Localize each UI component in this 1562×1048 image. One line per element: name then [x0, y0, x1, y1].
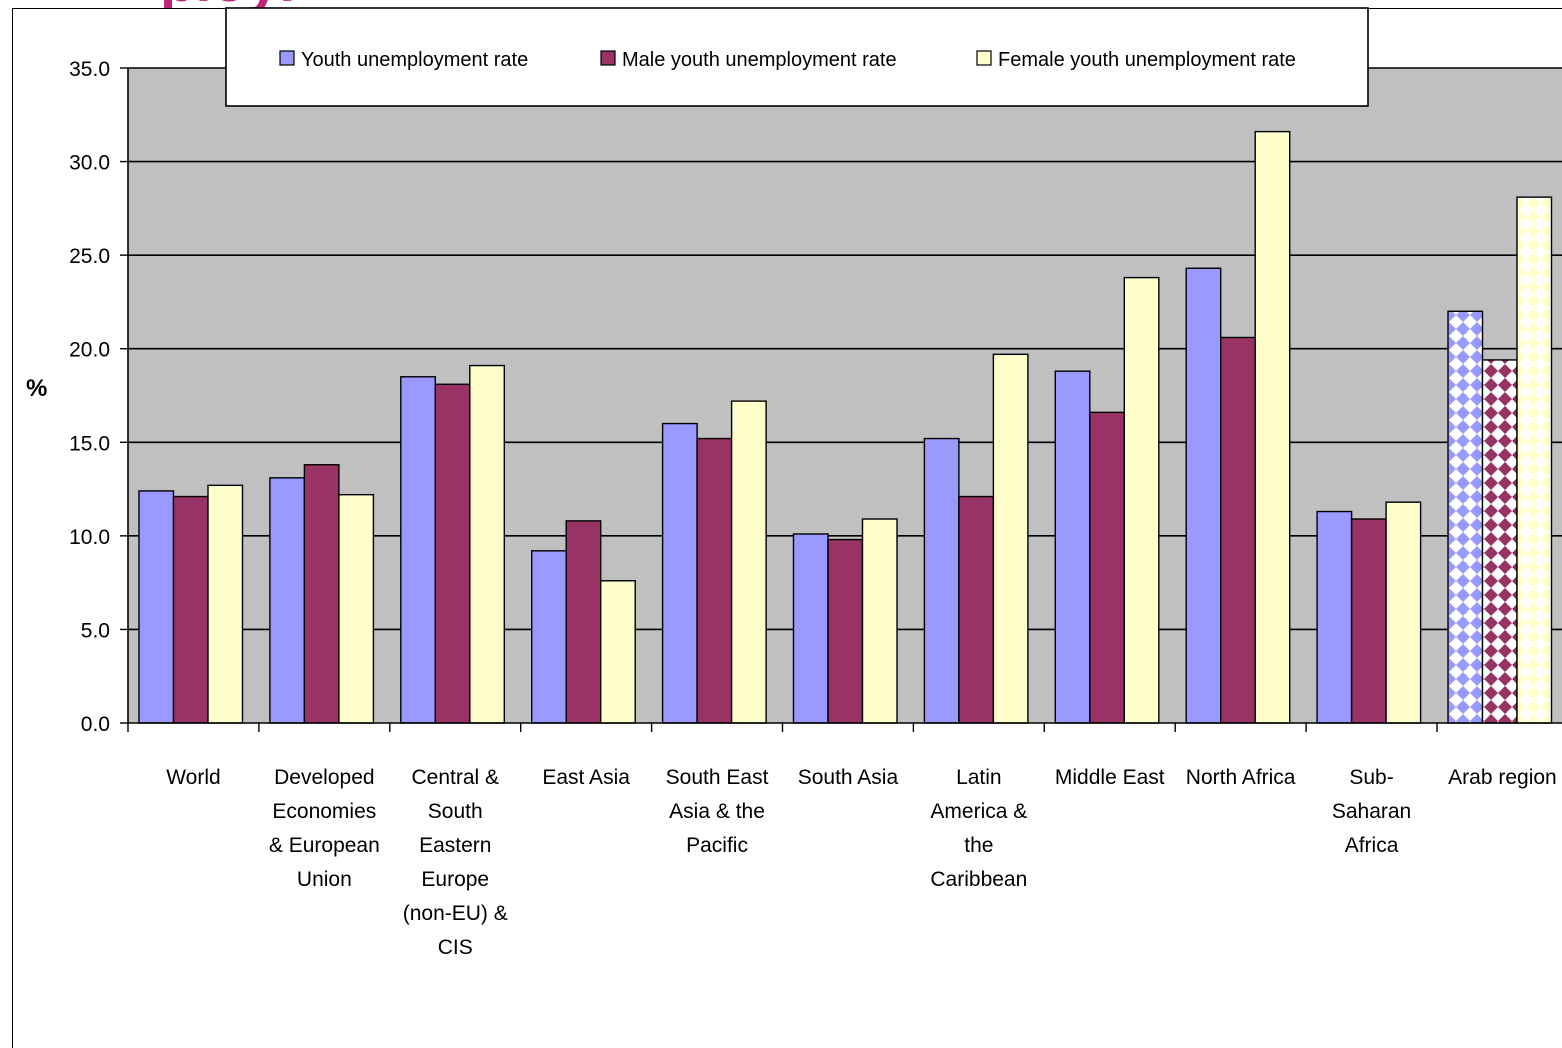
category-label: South East Asia & the Pacific [666, 766, 769, 857]
axes [127, 68, 1562, 732]
category-label-line: Africa [1345, 834, 1399, 857]
category-label: Sub- Saharan Africa [1332, 766, 1411, 857]
category-label-line: Asia & the [669, 800, 765, 823]
title-fragment: ployi [160, 0, 400, 8]
legend-swatch [279, 50, 295, 66]
category-label: Developed Economies & European Union [269, 766, 380, 891]
category-label-line: Europe [421, 868, 489, 891]
category-label: South Asia [798, 766, 899, 789]
y-tick-label: 5.0 [81, 619, 110, 642]
category-label: Middle East [1055, 766, 1165, 789]
category-label-line: Developed [274, 766, 374, 789]
y-tick-label: 20.0 [69, 339, 110, 362]
bar [138, 490, 175, 724]
category-label-line: North Africa [1186, 766, 1296, 789]
bar [861, 518, 898, 724]
category-label: East Asia [542, 766, 630, 789]
bar [469, 364, 505, 724]
category-label-line: Pacific [686, 834, 748, 857]
bar [958, 495, 995, 724]
bar [827, 538, 864, 724]
bar [600, 580, 636, 724]
bar [565, 520, 602, 724]
bar [696, 437, 733, 724]
bar [434, 383, 471, 724]
category-label: Arab region [1448, 766, 1557, 789]
category-label: North Africa [1186, 766, 1296, 789]
y-tick-label: 30.0 [69, 152, 110, 175]
bar [1481, 359, 1518, 724]
bar [1316, 510, 1353, 724]
category-label-line: Union [297, 868, 352, 891]
bar [1219, 336, 1256, 724]
category-label-line: America & [930, 800, 1027, 823]
bar [1447, 310, 1484, 724]
y-tick-label: 35.0 [69, 58, 110, 81]
bar [269, 477, 306, 724]
category-label-line: East Asia [542, 766, 630, 789]
category-label-line: World [166, 766, 220, 789]
category-label-line: Central & [411, 766, 499, 789]
bar [661, 422, 698, 724]
category-label-line: Caribbean [930, 868, 1027, 891]
bar [1054, 370, 1091, 724]
bar [1516, 196, 1553, 724]
category-label-line: (non-EU) & [403, 902, 508, 925]
y-tick-labels: 0.0 5.0 10.0 15.0 20.0 25.0 30.0 35.0 [69, 58, 110, 736]
bar [303, 464, 340, 724]
legend-label: Youth unemployment rate [301, 49, 528, 71]
y-tick-label: 15.0 [69, 432, 110, 455]
bar [792, 533, 829, 724]
legend: Youth unemployment rate Male youth unempl… [225, 7, 1369, 107]
category-label: Central & South Eastern Europe (non-EU) & CIS [403, 766, 508, 959]
bar [1254, 130, 1291, 724]
bar [172, 495, 209, 724]
bars [138, 130, 1553, 724]
category-label-line: Middle East [1055, 766, 1165, 789]
y-tick-label: 25.0 [69, 245, 110, 268]
category-label-line: Latin [956, 766, 1002, 789]
category-label-line: Eastern [419, 834, 491, 857]
category-label-line: South [428, 800, 483, 823]
bar [207, 484, 244, 724]
bar [400, 376, 436, 724]
category-label-line: the [964, 834, 993, 857]
category-label-line: South Asia [798, 766, 899, 789]
bar [1185, 267, 1222, 724]
category-label-line: & European [269, 834, 380, 857]
bar [1123, 276, 1160, 724]
category-label-line: Economies [272, 800, 376, 823]
legend-box [225, 7, 1369, 107]
bar [1089, 411, 1126, 724]
category-label-line: Arab region [1448, 766, 1557, 789]
bar [1350, 518, 1387, 724]
category-label-line: CIS [438, 936, 473, 959]
category-label-line: Saharan [1332, 800, 1411, 823]
bar [992, 353, 1029, 724]
category-labels: World Developed Economies & European Union Ce… [166, 766, 1557, 959]
title-fragment-text: ployi [160, 0, 400, 8]
legend-label: Male youth unemployment rate [622, 49, 897, 71]
bar [531, 550, 567, 724]
category-label: World [166, 766, 220, 789]
y-tick-label: 0.0 [81, 713, 110, 736]
legend-swatch [600, 50, 616, 66]
legend-swatch [976, 50, 992, 66]
category-label-line: Sub- [1349, 766, 1393, 789]
bar [923, 437, 960, 724]
bar [730, 400, 767, 724]
bar [1385, 501, 1422, 724]
category-label: Latin America & the Caribbean [930, 766, 1027, 891]
bar [338, 493, 375, 724]
y-axis-label: % [26, 375, 47, 402]
category-label-line: South East [666, 766, 769, 789]
y-tick-label: 10.0 [69, 526, 110, 549]
legend-label: Female youth unemployment rate [998, 49, 1296, 71]
